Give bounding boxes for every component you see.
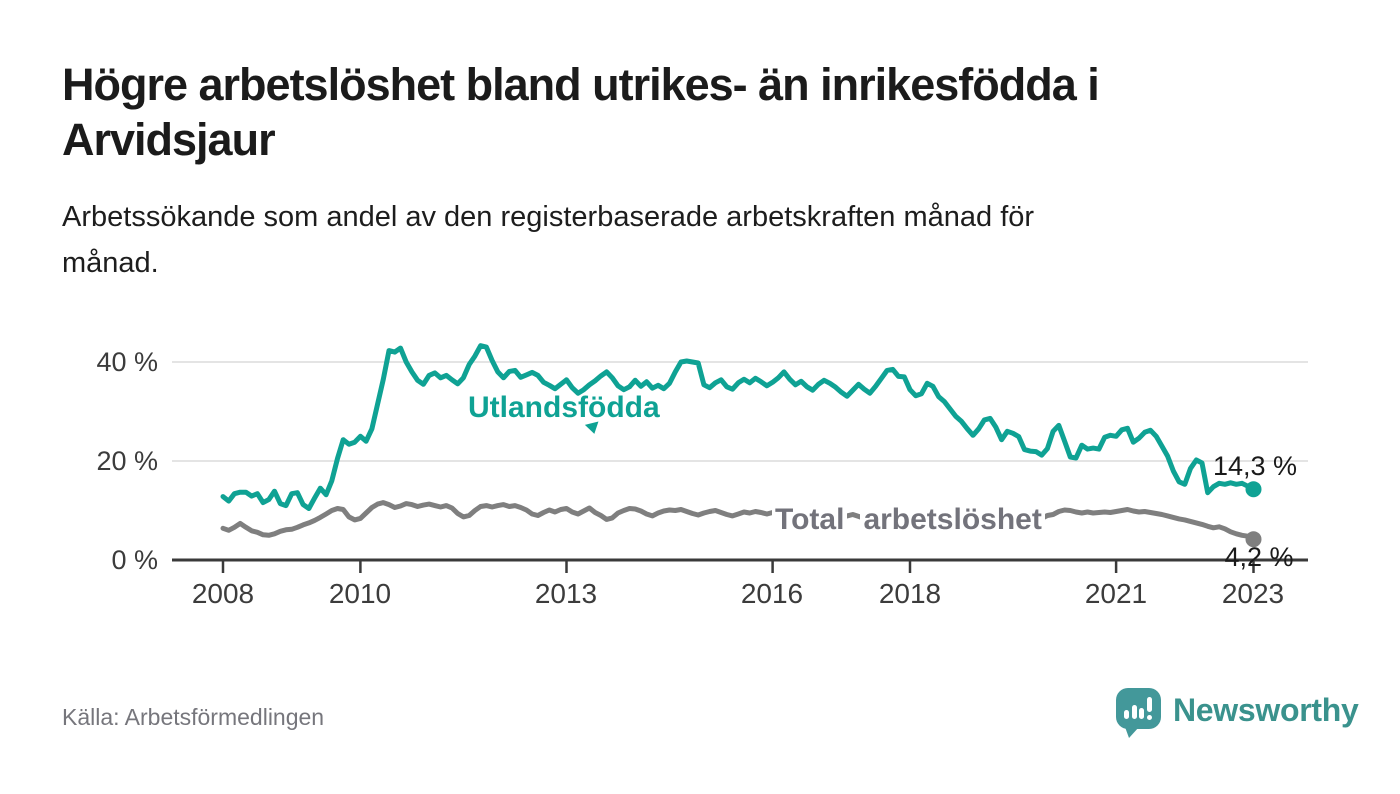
x-axis-label-2013: 2013 — [534, 578, 598, 609]
x-axis-label-2008: 2008 — [191, 578, 255, 609]
x-axis-label-2021: 2021 — [1084, 578, 1148, 609]
page-title-line2: Arvidsjaur — [62, 114, 276, 165]
logo-bubble-tail-icon — [1125, 727, 1139, 738]
end-value-label-total: 4,2 % — [1224, 542, 1294, 572]
x-axis-label-2023: 2023 — [1221, 578, 1285, 609]
page-title: Högre arbetslöshet bland utrikes- än inr… — [62, 57, 1362, 167]
chart-subtitle-line2: månad. — [62, 247, 159, 279]
series-label-utlandsfodda: Utlandsfödda — [468, 391, 660, 424]
series-label-total-word2: arbetslöshet — [860, 503, 1045, 536]
logo-bar-icon — [1131, 705, 1137, 719]
source-note: Källa: Arbetsförmedlingen — [62, 704, 325, 730]
series-end-dot-total — [1245, 531, 1262, 548]
chart-subtitle: Arbetssökande som andel av den registerb… — [62, 194, 1312, 286]
x-axis-label-2010: 2010 — [328, 578, 392, 609]
newsworthy-logo: Newsworthy — [1116, 688, 1359, 738]
x-axis-label-2016: 2016 — [740, 578, 804, 609]
logo-wordmark: Newsworthy — [1173, 692, 1359, 728]
y-axis-label-0: 0 % — [111, 545, 158, 575]
bar-chart-speech-bubble-icon — [1116, 688, 1161, 738]
series-line-utlandsfodda — [220, 343, 1256, 511]
y-axis-label-20: 20 % — [96, 446, 158, 476]
series-label-total-word1: Total — [772, 503, 848, 536]
chart-subtitle-line1: Arbetssökande som andel av den registerb… — [62, 201, 1035, 233]
logo-exclamation-icon — [1146, 697, 1152, 712]
y-axis-label-40: 40 % — [96, 347, 158, 377]
series-label-total-arbetsloshet: Total arbetslöshet — [772, 503, 1045, 536]
logo-bar-icon — [1124, 710, 1129, 719]
logo-bar-icon — [1139, 708, 1144, 719]
series-line-total — [220, 500, 1256, 542]
x-axis-label-2018: 2018 — [878, 578, 942, 609]
series-end-dot-utlandsfodda — [1245, 481, 1262, 498]
logo-exclamation-dot-icon — [1146, 715, 1152, 720]
page-title-line1: Högre arbetslöshet bland utrikes- än inr… — [62, 59, 1100, 110]
end-value-label-utlandsfodda: 14,3 % — [1212, 451, 1297, 481]
